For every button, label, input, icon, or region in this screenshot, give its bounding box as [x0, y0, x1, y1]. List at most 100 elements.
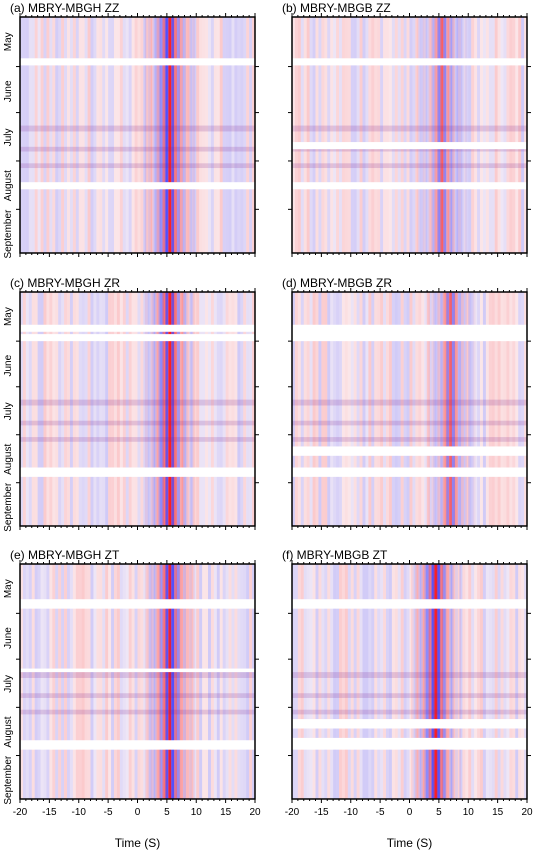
- noise-band: [20, 672, 255, 678]
- noise-stripe: [125, 292, 129, 526]
- noise-stripe: [453, 292, 457, 526]
- noise-stripe: [187, 564, 191, 799]
- noise-stripe: [140, 564, 144, 799]
- signal-stripe: [153, 17, 157, 253]
- noise-stripe: [327, 292, 331, 526]
- noise-stripe: [480, 564, 483, 799]
- noise-stripe: [309, 17, 313, 253]
- noise-stripe: [468, 564, 472, 799]
- noise-stripe: [52, 564, 56, 799]
- noise-stripe: [34, 17, 38, 253]
- noise-stripe: [134, 564, 138, 799]
- noise-stripe: [102, 292, 106, 526]
- noise-stripe: [447, 17, 451, 253]
- signal-stripe: [440, 17, 444, 253]
- noise-stripe: [93, 564, 97, 799]
- noise-stripe: [386, 17, 389, 253]
- noise-stripe: [46, 17, 50, 253]
- noise-stripe: [341, 564, 345, 799]
- noise-stripe: [234, 292, 238, 526]
- noise-stripe: [219, 17, 223, 253]
- noise-stripe: [131, 17, 135, 253]
- noise-stripe: [34, 564, 38, 799]
- noise-stripe: [28, 17, 32, 253]
- noise-stripe: [430, 564, 433, 799]
- noise-stripe: [34, 292, 38, 526]
- signal-stripe: [171, 17, 175, 253]
- noise-stripe: [359, 292, 363, 526]
- noise-stripe: [108, 292, 112, 526]
- noise-stripe: [252, 292, 255, 526]
- noise-stripe: [344, 564, 348, 799]
- noise-stripe: [371, 17, 375, 253]
- noise-stripe: [500, 17, 504, 253]
- noise-stripe: [122, 292, 126, 526]
- x-tick-label: 15: [220, 807, 232, 818]
- noise-stripe: [72, 292, 76, 526]
- noise-stripe: [477, 564, 480, 799]
- noise-stripe: [163, 292, 167, 526]
- noise-stripe: [462, 17, 466, 253]
- noise-stripe: [309, 564, 313, 799]
- noise-stripe: [249, 564, 253, 799]
- x-tick-label: 10: [463, 807, 475, 818]
- noise-stripe: [225, 564, 229, 799]
- noise-stripe: [231, 17, 235, 253]
- noise-stripe: [433, 17, 436, 253]
- noise-stripe: [22, 17, 26, 253]
- panel-d: (d) MBRY-MBGB ZR: [282, 276, 531, 530]
- noise-stripe: [155, 564, 159, 799]
- signal-stripe: [144, 292, 148, 526]
- noise-stripe: [96, 17, 100, 253]
- noise-stripe: [427, 292, 431, 526]
- noise-stripe: [31, 292, 35, 526]
- noise-stripe: [202, 564, 206, 799]
- noise-stripe: [336, 17, 339, 253]
- noise-stripe: [190, 17, 194, 253]
- data-gap: [292, 467, 527, 477]
- noise-stripe: [383, 292, 386, 526]
- noise-stripe: [208, 564, 211, 799]
- noise-stripe: [149, 17, 153, 253]
- noise-stripe: [394, 292, 398, 526]
- noise-stripe: [497, 564, 501, 799]
- signal-stripe: [156, 564, 160, 799]
- noise-stripe: [365, 564, 369, 799]
- noise-stripe: [368, 17, 372, 253]
- noise-stripe: [477, 17, 480, 253]
- noise-stripe: [143, 17, 147, 253]
- noise-stripe: [161, 564, 164, 799]
- noise-stripe: [213, 564, 217, 799]
- noise-stripe: [40, 292, 44, 526]
- noise-stripe: [84, 564, 88, 799]
- noise-stripe: [152, 17, 156, 253]
- x-tick-label: 20: [521, 807, 533, 818]
- noise-stripe: [90, 17, 94, 253]
- noise-stripe: [471, 292, 475, 526]
- noise-stripe: [409, 564, 413, 799]
- noise-stripe: [447, 564, 451, 799]
- noise-stripe: [468, 292, 472, 526]
- noise-stripe: [438, 564, 442, 799]
- noise-stripe: [412, 564, 416, 799]
- signal-stripe: [159, 292, 163, 526]
- noise-stripe: [424, 292, 428, 526]
- noise-stripe: [81, 564, 85, 799]
- noise-stripe: [166, 292, 170, 526]
- noise-stripe: [430, 292, 433, 526]
- noise-stripe: [353, 292, 357, 526]
- noise-stripe: [403, 564, 407, 799]
- noise-stripe: [347, 564, 351, 799]
- noise-stripe: [122, 564, 126, 799]
- noise-stripe: [462, 564, 466, 799]
- noise-stripe: [105, 564, 109, 799]
- noise-stripe: [64, 292, 67, 526]
- noise-stripe: [152, 292, 156, 526]
- signal-stripe: [410, 564, 414, 799]
- noise-stripe: [468, 17, 472, 253]
- noise-stripe: [246, 564, 250, 799]
- signal-stripe: [472, 292, 476, 526]
- noise-stripe: [155, 17, 159, 253]
- noise-stripe: [306, 292, 310, 526]
- noise-stripe: [497, 292, 501, 526]
